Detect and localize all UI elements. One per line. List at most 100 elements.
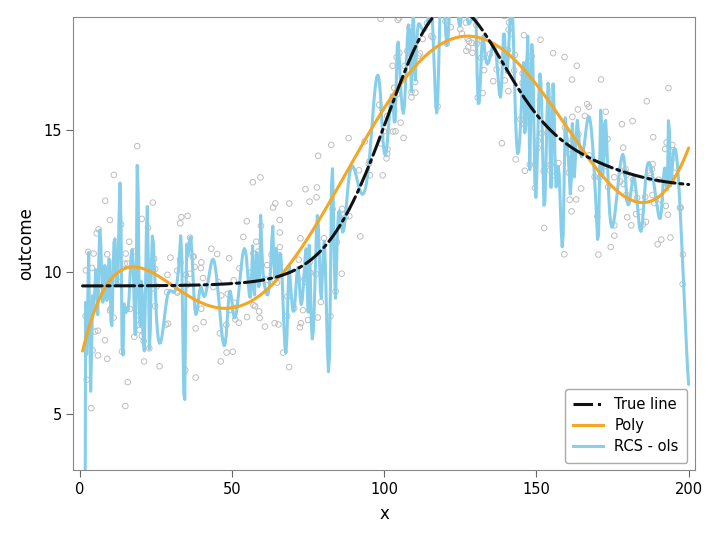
Y-axis label: outcome: outcome xyxy=(17,207,35,280)
Point xyxy=(234,264,246,273)
Point xyxy=(398,133,410,142)
Point xyxy=(462,35,473,43)
Point xyxy=(241,313,253,321)
Point xyxy=(138,357,150,366)
Point xyxy=(343,212,355,220)
Point xyxy=(499,47,510,56)
Point xyxy=(475,53,487,62)
Point xyxy=(391,53,402,62)
Point xyxy=(246,268,257,276)
Point xyxy=(568,133,580,142)
Point xyxy=(391,90,402,99)
Point xyxy=(378,127,390,136)
Point xyxy=(376,104,387,113)
Point xyxy=(247,178,258,187)
Point xyxy=(596,154,608,163)
Point xyxy=(300,185,311,193)
Point xyxy=(336,221,347,230)
Point xyxy=(248,249,259,258)
Point xyxy=(273,251,284,259)
Point xyxy=(99,336,111,345)
Point xyxy=(174,255,186,264)
Point xyxy=(675,203,686,212)
Point xyxy=(382,112,393,120)
Point xyxy=(222,289,233,298)
Point xyxy=(600,107,611,116)
Point xyxy=(608,173,620,181)
Point xyxy=(220,321,232,329)
Point xyxy=(626,221,637,230)
Point xyxy=(223,306,235,314)
Point xyxy=(390,127,401,136)
Point xyxy=(340,213,351,221)
Point xyxy=(104,306,116,315)
Point xyxy=(93,225,104,234)
Point xyxy=(182,241,194,249)
Point xyxy=(129,333,140,341)
Point xyxy=(195,305,207,313)
Point xyxy=(171,266,183,275)
Point xyxy=(444,0,456,6)
Point xyxy=(171,287,183,296)
Point xyxy=(623,196,634,205)
Point xyxy=(92,327,104,335)
Point xyxy=(559,123,571,132)
Point xyxy=(426,32,437,40)
Point xyxy=(207,283,219,292)
Point xyxy=(198,318,210,327)
Point xyxy=(572,130,584,139)
Point xyxy=(195,264,207,273)
Point xyxy=(284,363,295,372)
Point xyxy=(478,66,490,75)
Point xyxy=(215,291,227,300)
Point xyxy=(640,218,652,226)
Point xyxy=(592,212,603,221)
Point xyxy=(441,39,453,48)
Point xyxy=(559,250,570,259)
Point xyxy=(331,238,343,246)
Point xyxy=(395,118,406,127)
Point xyxy=(375,139,387,148)
Point xyxy=(598,162,610,171)
Point xyxy=(190,324,202,333)
Point xyxy=(108,171,120,179)
Point xyxy=(336,205,348,213)
Point xyxy=(267,203,279,212)
Point xyxy=(410,89,421,97)
Point xyxy=(81,375,93,384)
Point xyxy=(524,160,536,168)
Point xyxy=(181,280,193,289)
Point xyxy=(311,183,323,192)
Point xyxy=(509,51,521,59)
Point xyxy=(538,167,549,176)
Point xyxy=(274,228,286,237)
Point xyxy=(134,326,145,334)
Point xyxy=(274,215,285,224)
Point xyxy=(641,97,652,106)
Point xyxy=(423,5,434,14)
Point xyxy=(436,0,447,2)
Point xyxy=(241,217,253,226)
Point xyxy=(120,249,132,258)
Point xyxy=(311,193,323,201)
Point xyxy=(330,287,341,296)
Point xyxy=(503,18,515,27)
Point xyxy=(387,104,398,113)
Point xyxy=(289,303,300,312)
Point xyxy=(374,100,385,109)
Point xyxy=(99,265,110,273)
Point xyxy=(491,65,503,73)
Point xyxy=(522,57,534,66)
Point xyxy=(136,214,148,223)
Point xyxy=(86,404,97,413)
Point xyxy=(99,197,111,205)
Point xyxy=(354,166,365,174)
X-axis label: x: x xyxy=(379,505,389,523)
Point xyxy=(282,312,293,320)
Point xyxy=(427,33,438,42)
Point xyxy=(619,167,631,176)
Point xyxy=(382,150,393,158)
Point xyxy=(484,50,495,58)
Point xyxy=(405,93,417,102)
Point xyxy=(112,277,124,286)
